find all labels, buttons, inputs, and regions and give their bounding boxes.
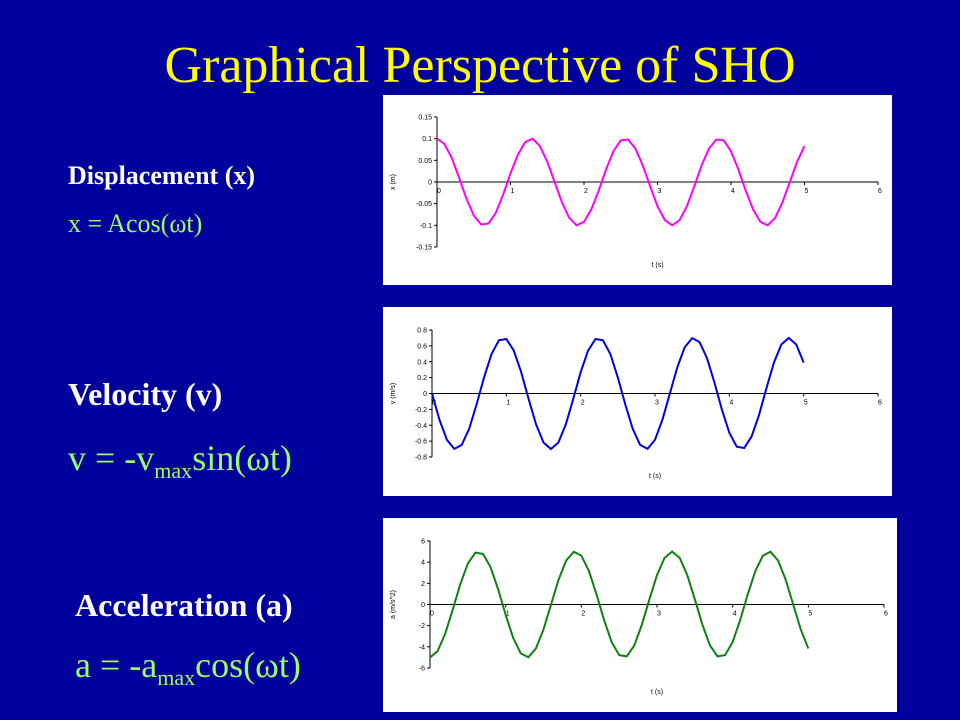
x-tick-label: 2	[581, 611, 585, 618]
x-tick-label: 1	[506, 400, 510, 407]
x-tick-label: 6	[878, 188, 882, 195]
x-tick-label: 0	[430, 611, 434, 618]
y-tick-label: 0	[423, 391, 427, 398]
equation-sub: max	[154, 458, 192, 483]
x-tick-label: 5	[805, 188, 809, 195]
y-axis-label: v (m/s)	[390, 383, 397, 404]
equation-part: cos(ωt)	[195, 645, 301, 685]
y-tick-label: -0.8	[415, 455, 427, 462]
x-tick-label: 3	[657, 611, 661, 618]
equation-part: sin(ωt)	[192, 438, 292, 478]
x-axis-label: t (s)	[651, 689, 663, 696]
data-line	[436, 137, 806, 227]
x-tick-label: 0	[437, 188, 441, 195]
y-axis-label: x (m)	[390, 174, 397, 190]
x-tick-label: 4	[731, 188, 735, 195]
equation-part: a = -a	[75, 645, 157, 685]
equation: x = Acos(ωt)	[68, 209, 202, 238]
equation-part: v = -v	[68, 438, 154, 478]
equation: a = -amaxcos(ωt)	[75, 645, 301, 690]
y-tick-label: 0.2	[417, 375, 427, 382]
y-tick-label: 0	[428, 180, 432, 187]
x-tick-label: 5	[808, 611, 812, 618]
y-tick-label: 0.1	[422, 136, 432, 143]
y-tick-label: -0.15	[416, 245, 432, 252]
y-tick-label: 0	[421, 602, 425, 609]
y-tick-label: 0.6	[417, 343, 427, 350]
chart-background	[383, 518, 897, 712]
y-tick-label: -0.2	[415, 407, 427, 414]
chart-background	[383, 95, 892, 285]
x-tick-label: 6	[878, 400, 882, 407]
y-tick-label: -0.6	[415, 439, 427, 446]
chart-background	[383, 307, 892, 496]
x-tick-label: 2	[584, 188, 588, 195]
x-axis-label: t (s)	[649, 473, 661, 480]
slide-title: Graphical Perspective of SHO	[164, 37, 795, 94]
heading: Acceleration (a)	[75, 587, 293, 623]
x-tick-label: 3	[655, 400, 659, 407]
y-tick-label: 0.4	[417, 359, 427, 366]
y-tick-label: 0.15	[418, 115, 432, 122]
x-tick-label: 2	[581, 400, 585, 407]
x-tick-label: 1	[506, 611, 510, 618]
y-tick-label: 0.8	[417, 328, 427, 335]
y-tick-label: 6	[421, 539, 425, 546]
y-tick-label: -6	[419, 666, 425, 673]
equation: v = -vmaxsin(ωt)	[68, 438, 292, 483]
x-tick-label: 3	[658, 188, 662, 195]
x-tick-label: 4	[733, 611, 737, 618]
x-tick-label: 1	[511, 188, 515, 195]
y-tick-label: -0.1	[420, 223, 432, 230]
data-line	[431, 336, 805, 451]
y-tick-label: -0.05	[416, 201, 432, 208]
chart: 6 4 2 0 -2 -4 -6 0 1 2 3 4 5 6 t (s) a (m/s^2)	[383, 518, 897, 712]
x-tick-label: 4	[729, 400, 733, 407]
chart: 0.15 0.1 0.05 0 -0.05 -0.1 -0.15 0 1 2 3 4 5 6 t (s) x …	[383, 95, 892, 285]
y-tick-label: -4	[419, 644, 425, 651]
x-tick-label: 5	[804, 400, 808, 407]
y-tick-label: -2	[419, 623, 425, 630]
y-tick-label: 4	[421, 560, 425, 567]
equation-sub: max	[157, 665, 195, 690]
heading: Velocity (v)	[68, 376, 222, 412]
heading: Displacement (x)	[68, 161, 255, 190]
data-line	[429, 550, 810, 659]
y-tick-label: 0.05	[418, 158, 432, 165]
y-tick-label: 2	[421, 581, 425, 588]
x-axis-label: t (s)	[651, 262, 663, 269]
x-tick-label: 6	[884, 611, 888, 618]
chart: 0.80.60.40.20-0.2-0.4-0.6-0.80 1 2 3 4 5 6t (s…	[383, 307, 892, 496]
y-tick-label: -0.4	[415, 423, 427, 430]
y-axis-label: a (m/s^2)	[390, 590, 397, 619]
